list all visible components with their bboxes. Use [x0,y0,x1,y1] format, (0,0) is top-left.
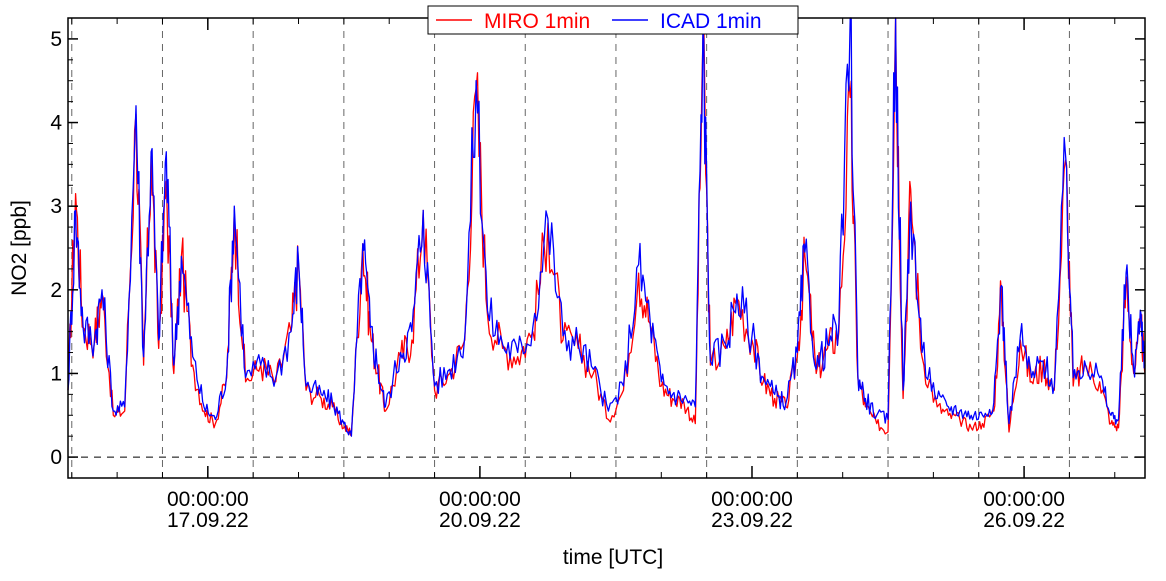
y-axis-ticks: 0 1 2 3 4 5 [50,17,1145,479]
y-tick-label: 3 [50,195,62,218]
legend: MIRO 1min ICAD 1min [427,5,799,35]
x-tick-label-time: 00:00:00 [711,488,793,511]
x-tick-label-date: 26.09.22 [983,509,1065,532]
x-tick-label-date: 17.09.22 [167,509,249,532]
series-lines [67,17,1146,437]
x-tick-label-date: 20.09.22 [439,509,521,532]
y-tick-label: 2 [50,279,62,302]
x-tick-label-time: 00:00:00 [439,488,521,511]
y-tick-label: 0 [50,446,62,469]
y-tick-label: 4 [50,112,62,135]
x-tick-label-time: 00:00:00 [983,488,1065,511]
series-line-icad [67,17,1146,437]
y-tick-label: 1 [50,362,62,385]
legend-box [427,5,799,35]
x-tick-label-time: 00:00:00 [167,488,249,511]
y-tick-label: 5 [50,28,62,51]
x-tick-label-date: 23.09.22 [711,509,793,532]
y-axis-label: NO2 [ppb] [8,200,31,296]
x-axis-label: time [UTC] [563,546,663,569]
legend-label-icad: ICAD 1min [660,10,762,33]
x-axis-ticks: 00:00:0017.09.2200:00:0020.09.2200:00:00… [71,18,1116,532]
legend-label-miro: MIRO 1min [484,10,590,33]
